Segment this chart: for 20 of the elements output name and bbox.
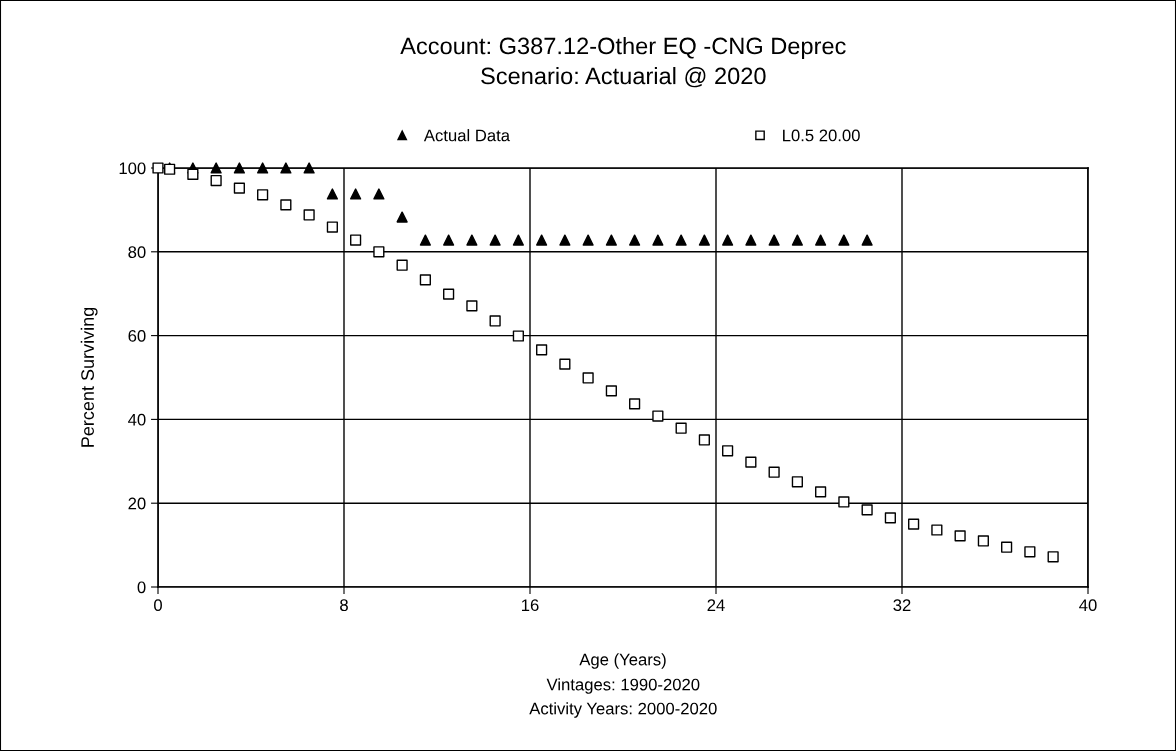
y-tick-label: 60	[128, 330, 146, 342]
y-tick-label: 20	[128, 497, 146, 510]
x-tick-label: 16	[522, 599, 539, 612]
x-tick-label: 8	[340, 599, 348, 612]
chart-title: Account: G387.12-Other EQ -CNG Deprec	[400, 37, 846, 60]
y-tick-label: 100	[119, 162, 146, 175]
x-axis-title: Age (Years)	[579, 653, 666, 669]
text: Activity Years: 2000-2020	[529, 702, 717, 718]
legend-label: L0.5 20.00	[783, 129, 860, 142]
y-axis-title: Percent Surviving	[80, 307, 98, 447]
chart-subtitle: Scenario: Actuarial @ 2020	[481, 67, 766, 88]
x-tick-label: 40	[1079, 599, 1097, 612]
x-tick-label: 0	[154, 599, 162, 612]
y-tick-label: 0	[137, 581, 146, 594]
legend-label: Actual Data	[423, 129, 511, 142]
y-tick-label: 80	[128, 246, 146, 258]
x-tick-label: 32	[893, 599, 911, 612]
text: Vintages: 1990-2020	[546, 678, 700, 694]
y-tick-label: 40	[128, 413, 146, 426]
x-tick-label: 24	[707, 599, 725, 611]
